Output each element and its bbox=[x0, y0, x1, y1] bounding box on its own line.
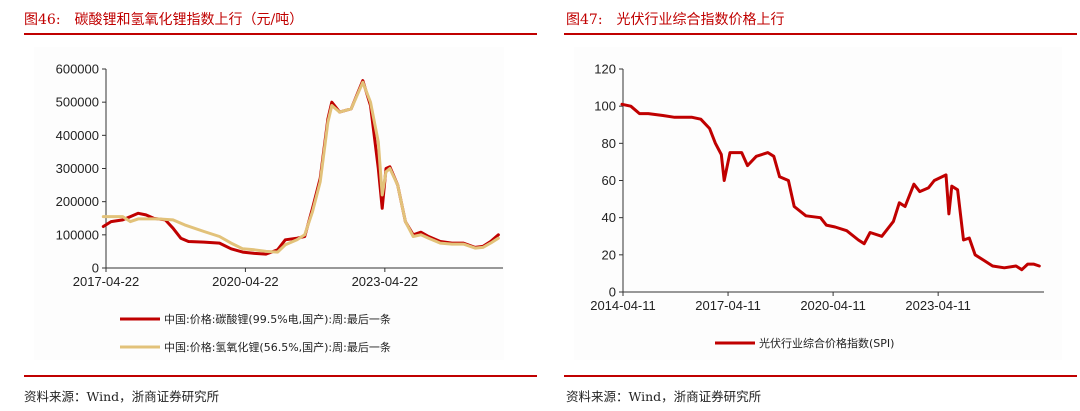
x-tick-label: 2023-04-22 bbox=[352, 274, 419, 289]
y-tick-label: 500000 bbox=[56, 95, 99, 110]
right-figure-title: 图47: 光伏行业综合指数价格上行 bbox=[566, 9, 785, 29]
left-figure-title: 图46: 碳酸锂和氢氧化锂指数上行（元/吨） bbox=[24, 9, 303, 29]
left-footer-rule bbox=[24, 375, 537, 377]
y-tick-label: 200000 bbox=[56, 194, 99, 209]
x-tick-label: 2023-04-11 bbox=[905, 298, 971, 313]
series-line bbox=[101, 80, 500, 254]
right-line-chart: 0 20 40 60 80 100 120 2014-04-11 2017-04-11 2020-… bbox=[590, 62, 1044, 350]
legend-label: 中国:价格:碳酸锂(99.5%电,国产):周:最后一条 bbox=[164, 312, 391, 326]
left-figure-panel: 图46: 碳酸锂和氢氧化锂指数上行（元/吨） 0 100000 200000 30000… bbox=[24, 9, 537, 404]
left-figure-title-text: 碳酸锂和氢氧化锂指数上行（元/吨） bbox=[74, 12, 304, 28]
y-tick-label: 0 bbox=[92, 261, 99, 276]
y-tick-label: 100 bbox=[594, 99, 616, 114]
y-tick-label: 40 bbox=[602, 210, 616, 225]
left-source-note: 资料来源：Wind，浙商证券研究所 bbox=[24, 389, 220, 404]
right-plot-background bbox=[574, 47, 1062, 360]
right-footer-rule bbox=[564, 375, 1077, 377]
series-line bbox=[620, 102, 1041, 272]
left-plot-background bbox=[34, 47, 504, 360]
legend-label: 光伏行业综合价格指数(SPI) bbox=[759, 336, 894, 350]
x-tick-label: 2020-04-22 bbox=[212, 274, 279, 289]
right-figure-title-text: 光伏行业综合指数价格上行 bbox=[616, 12, 785, 28]
y-tick-label: 100000 bbox=[56, 227, 99, 242]
right-title-rule bbox=[564, 33, 1077, 35]
y-tick-label: 300000 bbox=[56, 161, 99, 176]
left-title-rule bbox=[24, 33, 537, 35]
right-source-note: 资料来源：Wind，浙商证券研究所 bbox=[566, 389, 762, 404]
y-tick-label: 20 bbox=[602, 247, 616, 262]
legend-label: 中国:价格:氢氧化锂(56.5%,国产):周:最后一条 bbox=[164, 340, 391, 354]
y-tick-label: 60 bbox=[602, 173, 616, 188]
y-tick-label: 120 bbox=[594, 62, 616, 77]
y-tick-label: 400000 bbox=[56, 128, 99, 143]
right-figure-number: 图47: bbox=[566, 12, 603, 28]
left-figure-number: 图46: bbox=[24, 12, 61, 28]
left-line-chart: 0 100000 200000 300000 400000 500000 600000 201… bbox=[56, 62, 503, 354]
y-tick-label: 80 bbox=[602, 136, 616, 151]
x-tick-label: 2017-04-22 bbox=[73, 274, 140, 289]
x-tick-label: 2020-04-11 bbox=[800, 298, 866, 313]
y-tick-label: 0 bbox=[609, 285, 616, 300]
y-tick-label: 600000 bbox=[56, 62, 99, 77]
x-tick-label: 2014-04-11 bbox=[590, 298, 656, 313]
x-tick-label: 2017-04-11 bbox=[695, 298, 761, 313]
